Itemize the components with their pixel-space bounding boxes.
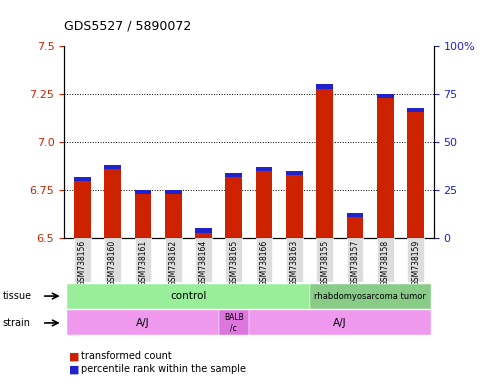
Bar — [104, 165, 121, 169]
Text: percentile rank within the sample: percentile rank within the sample — [81, 364, 246, 374]
FancyBboxPatch shape — [74, 238, 91, 282]
FancyBboxPatch shape — [219, 310, 249, 336]
Text: GSM738161: GSM738161 — [139, 239, 147, 286]
Text: GSM738155: GSM738155 — [320, 239, 329, 286]
Bar — [135, 190, 151, 194]
Text: tissue: tissue — [2, 291, 32, 301]
FancyBboxPatch shape — [249, 310, 431, 336]
Text: BALB
/c: BALB /c — [224, 313, 244, 333]
Bar — [225, 173, 242, 238]
FancyBboxPatch shape — [225, 238, 242, 282]
Text: GDS5527 / 5890072: GDS5527 / 5890072 — [64, 20, 191, 33]
FancyBboxPatch shape — [407, 238, 424, 282]
Bar — [135, 190, 151, 238]
Bar — [377, 94, 394, 98]
FancyBboxPatch shape — [347, 238, 363, 282]
FancyBboxPatch shape — [317, 238, 333, 282]
Bar — [74, 177, 91, 238]
Text: transformed count: transformed count — [81, 351, 172, 361]
Text: A/J: A/J — [136, 318, 150, 328]
Text: GSM738156: GSM738156 — [78, 239, 87, 286]
Bar — [407, 108, 424, 238]
Text: control: control — [170, 291, 207, 301]
Bar — [195, 228, 212, 238]
FancyBboxPatch shape — [377, 238, 394, 282]
Bar — [104, 165, 121, 238]
Bar — [256, 167, 273, 171]
Text: ■: ■ — [69, 364, 79, 374]
FancyBboxPatch shape — [286, 238, 303, 282]
Text: strain: strain — [2, 318, 31, 328]
Text: GSM738159: GSM738159 — [411, 239, 420, 286]
Text: GSM738157: GSM738157 — [351, 239, 359, 286]
Bar — [195, 228, 212, 233]
FancyBboxPatch shape — [310, 283, 431, 309]
Text: ■: ■ — [69, 351, 79, 361]
Bar — [286, 171, 303, 175]
Text: GSM738162: GSM738162 — [169, 239, 177, 286]
Text: GSM738163: GSM738163 — [290, 239, 299, 286]
FancyBboxPatch shape — [135, 238, 151, 282]
Text: rhabdomyosarcoma tumor: rhabdomyosarcoma tumor — [314, 291, 426, 301]
Text: A/J: A/J — [333, 318, 347, 328]
Bar — [407, 108, 424, 112]
FancyBboxPatch shape — [104, 238, 121, 282]
Bar — [165, 190, 181, 194]
Bar — [317, 84, 333, 89]
Text: GSM738160: GSM738160 — [108, 239, 117, 286]
Text: GSM738165: GSM738165 — [229, 239, 238, 286]
Bar — [225, 173, 242, 177]
FancyBboxPatch shape — [165, 238, 181, 282]
FancyBboxPatch shape — [195, 238, 212, 282]
Text: GSM738158: GSM738158 — [381, 239, 390, 286]
Bar — [317, 84, 333, 238]
Bar — [256, 167, 273, 238]
FancyBboxPatch shape — [67, 283, 310, 309]
Bar — [377, 94, 394, 238]
Text: GSM738166: GSM738166 — [260, 239, 269, 286]
Bar — [286, 171, 303, 238]
Bar — [165, 190, 181, 238]
FancyBboxPatch shape — [67, 310, 219, 336]
Bar — [74, 177, 91, 181]
FancyBboxPatch shape — [256, 238, 273, 282]
Text: GSM738164: GSM738164 — [199, 239, 208, 286]
Bar — [347, 213, 363, 238]
Bar — [347, 213, 363, 217]
